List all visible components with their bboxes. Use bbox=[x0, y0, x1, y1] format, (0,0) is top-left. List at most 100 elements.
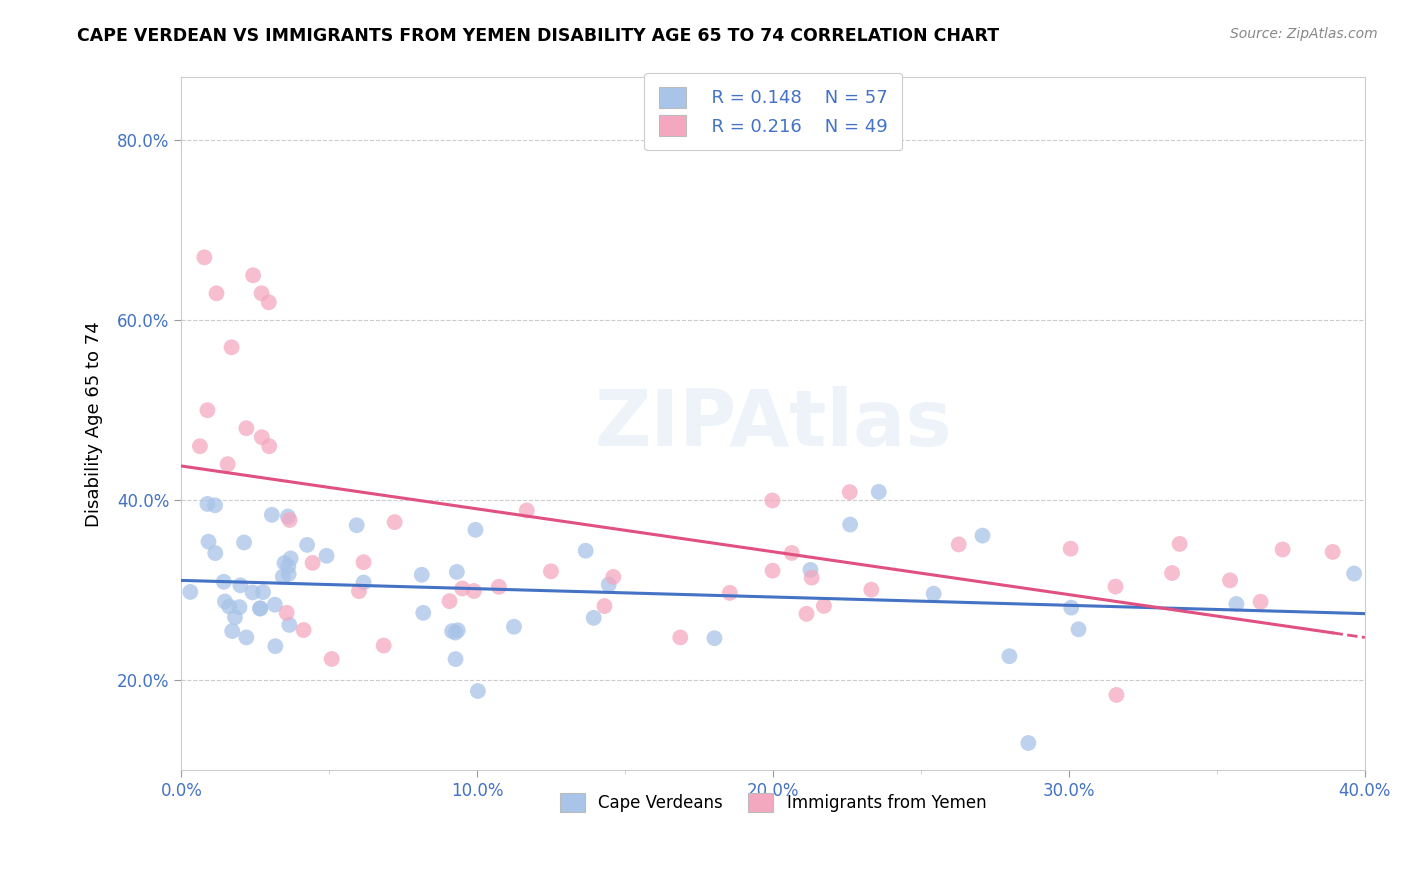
Point bbox=[221, 340, 243, 354]
Point bbox=[250, 286, 273, 301]
Point bbox=[1168, 537, 1191, 551]
Point bbox=[441, 624, 464, 639]
Point bbox=[179, 585, 201, 599]
Point bbox=[1219, 574, 1241, 588]
Point bbox=[593, 599, 616, 613]
Point bbox=[373, 639, 395, 653]
Point bbox=[276, 606, 298, 620]
Point bbox=[503, 620, 526, 634]
Point bbox=[868, 484, 890, 499]
Point bbox=[602, 570, 624, 584]
Point bbox=[1225, 597, 1247, 611]
Point bbox=[205, 286, 228, 301]
Point bbox=[669, 631, 692, 645]
Point bbox=[463, 584, 485, 599]
Point bbox=[813, 599, 835, 613]
Point bbox=[257, 439, 280, 453]
Point bbox=[235, 631, 257, 645]
Point bbox=[257, 295, 280, 310]
Point bbox=[204, 546, 226, 560]
Point bbox=[280, 551, 302, 566]
Point bbox=[228, 600, 250, 615]
Point bbox=[439, 594, 461, 608]
Point bbox=[260, 508, 283, 522]
Point bbox=[263, 598, 285, 612]
Point bbox=[761, 564, 783, 578]
Point bbox=[1161, 566, 1184, 580]
Point bbox=[242, 585, 264, 599]
Text: ZIPAtlas: ZIPAtlas bbox=[595, 385, 952, 462]
Point bbox=[1271, 542, 1294, 557]
Point bbox=[218, 599, 240, 614]
Point bbox=[347, 584, 370, 599]
Point bbox=[242, 268, 264, 283]
Point bbox=[224, 610, 246, 624]
Point bbox=[278, 513, 301, 527]
Point bbox=[353, 555, 375, 569]
Point bbox=[1104, 580, 1126, 594]
Point bbox=[703, 631, 725, 645]
Point bbox=[229, 578, 252, 592]
Point bbox=[301, 556, 323, 570]
Point bbox=[998, 649, 1021, 664]
Point bbox=[412, 606, 434, 620]
Legend: Cape Verdeans, Immigrants from Yemen: Cape Verdeans, Immigrants from Yemen bbox=[548, 781, 998, 824]
Text: Source: ZipAtlas.com: Source: ZipAtlas.com bbox=[1230, 27, 1378, 41]
Point bbox=[273, 556, 295, 570]
Point bbox=[214, 594, 236, 608]
Point bbox=[411, 567, 433, 582]
Point bbox=[271, 569, 294, 583]
Point bbox=[838, 485, 860, 500]
Point bbox=[1060, 600, 1083, 615]
Point bbox=[384, 515, 406, 529]
Point bbox=[292, 623, 315, 637]
Point bbox=[1343, 566, 1365, 581]
Point bbox=[321, 652, 343, 666]
Point bbox=[718, 586, 741, 600]
Point bbox=[346, 518, 368, 533]
Point bbox=[444, 652, 467, 666]
Point bbox=[252, 585, 274, 599]
Point bbox=[972, 528, 994, 542]
Point bbox=[444, 625, 467, 640]
Point bbox=[860, 582, 883, 597]
Point bbox=[451, 582, 474, 596]
Point bbox=[197, 403, 219, 417]
Text: CAPE VERDEAN VS IMMIGRANTS FROM YEMEN DISABILITY AGE 65 TO 74 CORRELATION CHART: CAPE VERDEAN VS IMMIGRANTS FROM YEMEN DI… bbox=[77, 27, 1000, 45]
Point bbox=[447, 624, 470, 638]
Point bbox=[277, 509, 299, 524]
Point bbox=[1059, 541, 1081, 556]
Point bbox=[540, 564, 562, 578]
Point bbox=[233, 535, 256, 549]
Point bbox=[796, 607, 818, 621]
Point bbox=[761, 493, 783, 508]
Point bbox=[1250, 595, 1272, 609]
Point bbox=[839, 517, 862, 532]
Y-axis label: Disability Age 65 to 74: Disability Age 65 to 74 bbox=[86, 321, 103, 526]
Point bbox=[488, 580, 510, 594]
Point bbox=[212, 574, 235, 589]
Point bbox=[1322, 545, 1344, 559]
Point bbox=[353, 575, 375, 590]
Point bbox=[575, 543, 598, 558]
Point bbox=[188, 439, 211, 453]
Point bbox=[249, 601, 271, 615]
Point bbox=[217, 457, 239, 471]
Point bbox=[516, 503, 538, 517]
Point bbox=[446, 565, 468, 579]
Point bbox=[922, 587, 945, 601]
Point bbox=[1017, 736, 1039, 750]
Point bbox=[295, 538, 318, 552]
Point bbox=[277, 559, 299, 574]
Point bbox=[197, 497, 219, 511]
Point bbox=[204, 498, 226, 512]
Point bbox=[315, 549, 337, 563]
Point bbox=[799, 563, 821, 577]
Point bbox=[598, 577, 620, 591]
Point bbox=[221, 624, 243, 638]
Point bbox=[249, 601, 271, 615]
Point bbox=[278, 618, 301, 632]
Point bbox=[197, 534, 219, 549]
Point bbox=[193, 250, 215, 264]
Point bbox=[250, 430, 273, 444]
